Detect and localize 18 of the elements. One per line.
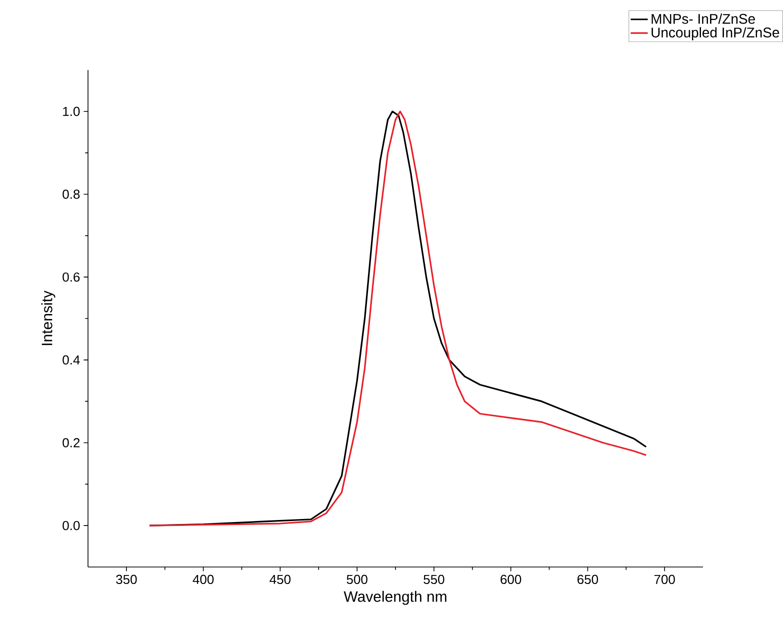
y-tick-label: 0.2: [62, 438, 80, 448]
x-tick-label: 550: [424, 574, 444, 584]
y-axis-title: Intensity: [41, 290, 56, 346]
y-tick-label: 0.0: [62, 520, 80, 530]
legend-label: MNPs- InP/ZnSe: [652, 14, 755, 24]
x-tick-label: 600: [500, 574, 522, 584]
y-tick-label: 0.4: [62, 355, 80, 365]
y-tick-label: 0.8: [62, 190, 80, 199]
y-tick-label: 0.6: [62, 272, 80, 282]
x-axis-title: Wavelength nm: [344, 590, 446, 605]
y-tick-label: 1.0: [63, 106, 80, 116]
x-tick-label: 650: [578, 574, 598, 584]
x-tick-label: 700: [654, 574, 675, 584]
x-tick-label: 500: [346, 574, 368, 584]
x-tick-label: 350: [116, 574, 137, 584]
legend-label: Uncoupled InP/ZnSe: [652, 27, 780, 40]
x-tick-label: 400: [192, 574, 214, 584]
x-tick-label: 450: [270, 574, 291, 584]
